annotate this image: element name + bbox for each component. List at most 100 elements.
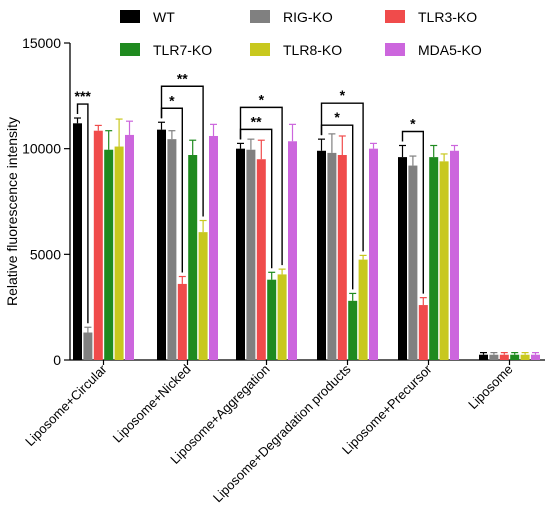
legend-label: TLR7-KO (153, 42, 212, 58)
bar-tlr3-ko-liposome-circular (93, 130, 103, 360)
error-bar-wt-liposome-precursor (399, 144, 406, 158)
bar-tlr8-ko-liposome-circular (114, 146, 124, 360)
x-tick-labels: Liposome+Circular Liposome+Nicked Liposome… (22, 360, 516, 505)
bar-tlr3-ko-liposome (499, 354, 509, 360)
bar-wt-liposome-nicked (157, 129, 166, 360)
error-bar-wt-liposome-degradation-products (318, 138, 325, 151)
bar-tlr3-ko-liposome-aggregation (256, 159, 266, 360)
legend-label: TLR3-KO (418, 9, 477, 25)
bar-wt-liposome-degradation-products (317, 150, 326, 360)
error-bar-tlr7-ko-liposome-precursor (430, 144, 438, 158)
x-tick-label-liposome-nicked: Liposome+Nicked (110, 362, 194, 446)
error-bar-mda5-ko-liposome-aggregation (289, 123, 296, 142)
legend-swatch (250, 10, 270, 23)
legend-item-tlr8-ko: TLR8-KO (250, 42, 342, 58)
error-bars (74, 117, 539, 355)
error-bar-tlr3-ko-liposome-circular (94, 124, 102, 131)
bar-rig-ko-liposome-precursor (408, 165, 418, 360)
bar-tlr8-ko-liposome-nicked (198, 232, 208, 360)
bar-wt-liposome-aggregation (236, 148, 245, 360)
legend-item-tlr3-ko: TLR3-KO (385, 9, 477, 25)
bar-rig-ko-liposome-aggregation (246, 149, 256, 360)
bar-tlr8-ko-liposome-aggregation (277, 274, 287, 360)
error-bar-mda5-ko-liposome-degradation-products (370, 142, 377, 149)
bar-tlr7-ko-liposome-circular (104, 149, 114, 360)
significance-liposome-aggregation-tlr8-ko: * (239, 91, 283, 266)
error-bar-tlr8-ko-liposome-degradation-products (359, 254, 367, 260)
bar-mda5-ko-liposome-circular (125, 134, 134, 360)
legend-item-tlr7-ko: TLR7-KO (120, 42, 212, 58)
significance-liposome-circular-rig-ko: *** (75, 88, 92, 324)
y-tick-label-15000: 15000 (22, 35, 61, 51)
bar-mda5-ko-liposome-aggregation (288, 141, 297, 360)
significance-liposome-precursor-tlr3-ko: * (401, 115, 424, 294)
error-bar-mda5-ko-liposome-circular (126, 120, 133, 135)
legend-swatch (250, 43, 270, 56)
bar-tlr8-ko-liposome-degradation-products (358, 259, 368, 360)
error-bar-rig-ko-liposome-circular (84, 326, 92, 333)
error-bar-rig-ko-liposome (490, 352, 498, 355)
significance-label: * (169, 92, 175, 108)
bar-wt-liposome-precursor (398, 157, 407, 360)
significance-label: ** (251, 113, 262, 129)
error-bar-wt-liposome-aggregation (237, 142, 244, 149)
error-bar-tlr3-ko-liposome-nicked (178, 275, 186, 284)
bar-tlr3-ko-liposome-degradation-products (337, 155, 347, 360)
bar-rig-ko-liposome-nicked (167, 139, 177, 360)
error-bar-rig-ko-liposome-nicked (168, 130, 176, 140)
legend: WT RIG-KO TLR3-KO TLR7-KO TLR8-KO MDA5-KO (120, 9, 482, 58)
legend-item-rig-ko: RIG-KO (250, 9, 333, 25)
error-bar-tlr7-ko-liposome-aggregation (268, 271, 276, 280)
x-tick-label-liposome-circular: Liposome+Circular (22, 361, 110, 449)
error-bar-rig-ko-liposome-aggregation (247, 138, 255, 150)
bar-tlr8-ko-liposome (520, 354, 530, 360)
bar-mda5-ko-liposome-nicked (209, 135, 218, 360)
x-tick-label-liposome: Liposome (465, 362, 515, 412)
legend-swatch (120, 10, 140, 23)
error-bar-tlr3-ko-liposome (500, 352, 508, 355)
bar-wt-liposome (479, 354, 488, 360)
legend-label: RIG-KO (283, 9, 333, 25)
axes: Relative fluorescence intensity (4, 43, 545, 361)
significance-label: ** (177, 70, 188, 86)
error-bar-tlr3-ko-liposome-degradation-products (338, 135, 346, 156)
legend-label: MDA5-KO (418, 42, 482, 58)
legend-swatch (385, 10, 405, 23)
significance-label: * (334, 109, 340, 125)
error-bar-tlr7-ko-liposome-degradation-products (349, 292, 357, 301)
bar-rig-ko-liposome-circular (83, 332, 93, 360)
error-bar-tlr8-ko-liposome-precursor (440, 153, 448, 162)
bar-tlr7-ko-liposome (510, 354, 520, 360)
error-bar-mda5-ko-liposome-precursor (451, 144, 458, 151)
error-bar-tlr8-ko-liposome-nicked (199, 219, 207, 233)
y-ticks: 0 5000 10000 15000 (22, 35, 70, 368)
significance-liposome-aggregation-tlr7-ko: ** (239, 113, 273, 269)
bars (73, 123, 540, 360)
error-bar-tlr7-ko-liposome-nicked (189, 139, 197, 156)
significance-label: * (340, 87, 346, 103)
significance-label: *** (75, 88, 92, 104)
bar-wt-liposome-circular (73, 123, 82, 360)
y-tick-label-0: 0 (53, 352, 61, 368)
y-tick-label-5000: 5000 (30, 246, 61, 262)
error-bar-tlr8-ko-liposome-aggregation (278, 268, 286, 275)
error-bar-wt-liposome (480, 352, 487, 355)
legend-item-mda5-ko: MDA5-KO (385, 42, 482, 58)
error-bar-mda5-ko-liposome (532, 352, 539, 355)
x-tick-label-liposome-precursor: Liposome+Precursor (339, 361, 435, 457)
bar-rig-ko-liposome (489, 354, 499, 360)
bar-mda5-ko-liposome-precursor (450, 150, 459, 360)
error-bar-tlr7-ko-liposome (511, 352, 519, 355)
legend-label: TLR8-KO (283, 42, 342, 58)
bar-tlr7-ko-liposome-precursor (429, 157, 439, 360)
significance-label: * (410, 115, 416, 131)
error-bar-rig-ko-liposome-degradation-products (328, 133, 336, 153)
significance-label: * (259, 91, 265, 107)
legend-swatch (120, 43, 140, 56)
significance-brackets: *** ********* (75, 70, 424, 324)
y-tick-label-10000: 10000 (22, 141, 61, 157)
bar-tlr7-ko-liposome-nicked (188, 155, 198, 360)
legend-label: WT (153, 9, 175, 25)
